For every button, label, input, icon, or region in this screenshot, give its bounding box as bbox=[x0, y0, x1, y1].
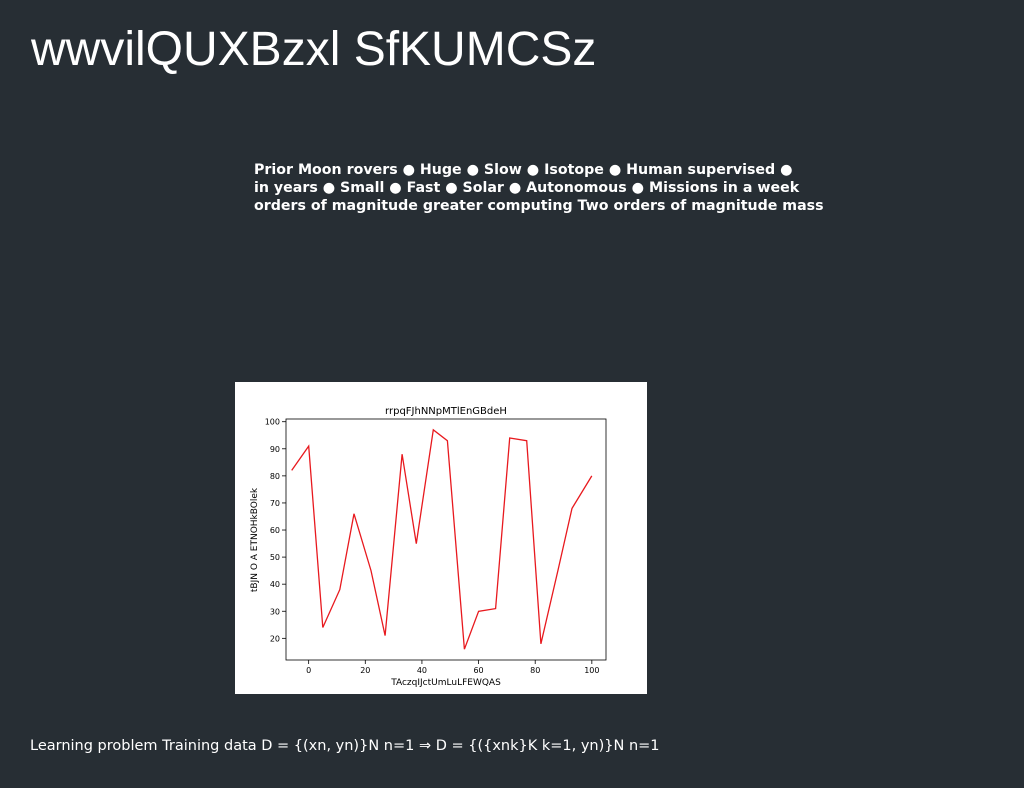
x-tick-label: 100 bbox=[584, 666, 599, 675]
y-tick-label: 70 bbox=[270, 499, 280, 508]
x-tick-label: 80 bbox=[530, 666, 540, 675]
slide-title: wwvilQUXBzxl SfKUMCSz bbox=[31, 22, 596, 78]
x-tick-label: 0 bbox=[306, 666, 311, 675]
rover-comparison-text: Prior Moon rovers ● Huge ● Slow ● Isotop… bbox=[254, 161, 824, 215]
y-tick-label: 80 bbox=[270, 472, 280, 481]
x-tick-label: 20 bbox=[360, 666, 370, 675]
comparison-line: Prior Moon rovers ● Huge ● Slow ● Isotop… bbox=[254, 161, 824, 179]
x-tick-label: 40 bbox=[417, 666, 427, 675]
comparison-line: in years ● Small ● Fast ● Solar ● Autono… bbox=[254, 179, 824, 197]
y-tick-label: 100 bbox=[265, 418, 280, 427]
y-tick-label: 60 bbox=[270, 526, 280, 535]
y-tick-label: 40 bbox=[270, 580, 280, 589]
line-chart: rrpqFJhNNpMTlEnGBdeH TAczqIJctUmLuLFEWQA… bbox=[235, 382, 647, 694]
y-axis-label: tBJN O A ETNOHkBOlek bbox=[250, 487, 260, 592]
series-line bbox=[292, 430, 592, 649]
line-chart-image: rrpqFJhNNpMTlEnGBdeH TAczqIJctUmLuLFEWQA… bbox=[235, 382, 647, 694]
comparison-line: orders of magnitude greater computing Tw… bbox=[254, 197, 824, 215]
y-tick-label: 90 bbox=[270, 445, 280, 454]
learning-problem-text: Learning problem Training data D = {(xn,… bbox=[30, 736, 660, 756]
x-axis-label: TAczqIJctUmLuLFEWQAS bbox=[390, 678, 501, 688]
y-tick-label: 30 bbox=[270, 607, 280, 616]
plot-area-frame bbox=[286, 419, 606, 660]
y-tick-label: 50 bbox=[270, 553, 280, 562]
y-tick-label: 20 bbox=[270, 634, 280, 643]
chart-title: rrpqFJhNNpMTlEnGBdeH bbox=[385, 406, 507, 417]
x-tick-label: 60 bbox=[473, 666, 483, 675]
